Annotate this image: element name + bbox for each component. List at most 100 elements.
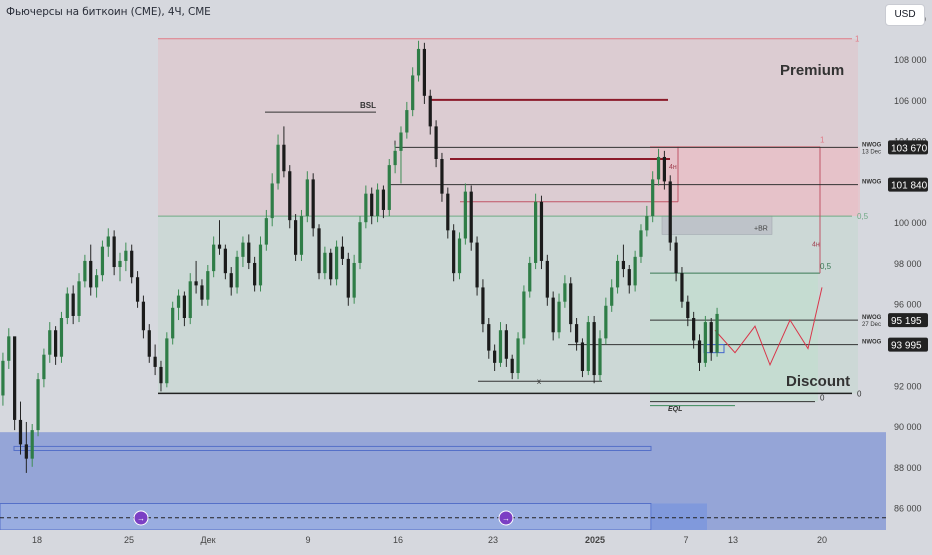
inner-discount-zone [650,273,818,402]
candle [48,330,52,355]
candle [253,262,257,286]
price-label: 95 195 [891,316,922,327]
candle [539,201,544,261]
inner-premium-zone [650,146,860,217]
candle [182,295,186,318]
y-tick-label: 86 000 [894,504,922,514]
event-marker-icon [498,510,514,526]
candle [188,281,192,318]
y-tick-label: 88 000 [894,463,922,473]
candle [305,179,309,217]
candle [364,193,368,223]
candle [270,183,274,219]
candle [516,338,520,374]
candle [294,220,298,255]
candle [42,354,46,380]
demand-zone-inner [0,503,652,531]
candle [598,338,602,376]
candle [212,244,216,272]
event-marker-glyph: → [137,514,145,523]
currency-button[interactable]: USD [885,4,925,26]
demand-zone-line [13,445,652,451]
candle [411,75,415,111]
candle [645,216,649,231]
y-axis-background [886,0,932,550]
candle [405,110,409,133]
candle [206,271,210,300]
candle [457,238,462,274]
candle [358,222,362,263]
candle [130,250,134,278]
nwog-date: 13 Dec [862,149,881,155]
nwog-tag: NWOG [862,142,882,148]
price-label-box [888,337,928,352]
x-tick-label: 7 [683,535,688,545]
candle [65,293,69,318]
candle [135,277,140,302]
candle [194,281,198,286]
candle [352,262,356,298]
fib-inner-1-text: 1 [820,136,825,145]
candle [258,244,263,286]
candle [77,281,81,316]
candle [288,171,292,221]
candle [334,246,339,280]
candle [323,252,327,274]
candle [416,48,421,76]
candle [247,242,251,263]
x-tick-label: 20 [817,535,827,545]
candle [375,189,380,217]
candle [217,244,222,249]
candle [317,228,321,274]
candle [621,260,626,270]
candle [686,301,690,318]
candle [89,260,93,288]
x-tick-label: 16 [393,535,403,545]
candle [393,150,397,166]
y-tick-label: 106 000 [894,96,927,106]
nwog-tag: NWOG [862,180,882,186]
candle [440,159,444,194]
price-label: 103 670 [891,143,928,154]
candle [662,156,666,182]
candle [551,297,555,333]
candle [469,191,473,243]
candle [13,336,17,420]
candle [697,340,702,363]
nwog-date: 27 Dec [862,322,881,328]
candle [153,356,157,367]
candle [340,246,345,259]
event-marker-glyph: → [502,514,510,523]
candle [610,287,614,306]
price-label: 101 840 [891,181,928,192]
candle [674,242,678,274]
x-tick-label: 25 [124,535,134,545]
candle [639,230,643,257]
x-tick-label: 18 [32,535,42,545]
candle [475,242,479,288]
y-tick-label: 96 000 [894,300,922,310]
candle [615,260,620,288]
candle [71,293,75,316]
candle [692,318,696,341]
candle [487,324,491,351]
candle [446,193,450,231]
candle [563,283,567,302]
candle [223,248,227,274]
candle [106,236,110,247]
candle [586,322,590,371]
candle [703,322,707,363]
br-label: +BR [754,225,768,232]
candle [112,236,116,268]
nwog-tag: NWOG [862,340,882,346]
candle [580,342,585,371]
candle [574,324,579,343]
y-tick-label: 90 000 [894,422,922,432]
projection-path [714,287,823,367]
y-tick-label: 100 000 [894,218,927,228]
h4-label: 4н [669,164,677,171]
candle [83,260,87,282]
candle [94,275,99,288]
